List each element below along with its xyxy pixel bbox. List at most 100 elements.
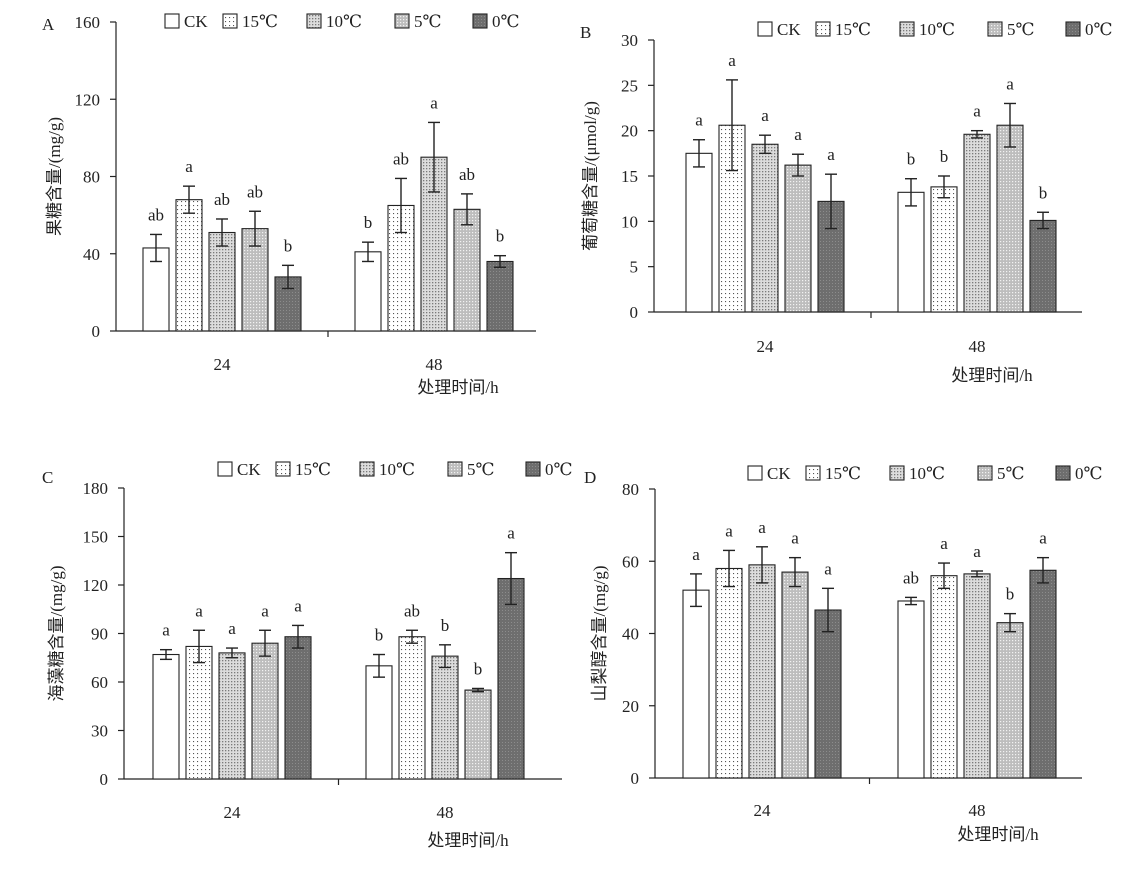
significance-letter: a: [758, 518, 766, 537]
y-tick-label: 20: [622, 697, 639, 716]
legend-swatch: [306, 13, 322, 29]
significance-letter: a: [294, 596, 302, 615]
legend-swatch: [394, 13, 410, 29]
bar-0℃: [1029, 219, 1057, 313]
bar-0℃: [1029, 569, 1057, 779]
significance-letter: ab: [247, 182, 263, 201]
significance-letter: a: [228, 619, 236, 638]
significance-letter: a: [761, 106, 769, 125]
legend-swatch: [1055, 465, 1071, 481]
significance-letter: a: [728, 51, 736, 70]
significance-letter: a: [430, 93, 438, 112]
legend-label: 5℃: [414, 12, 442, 31]
category-label: 24: [224, 803, 242, 822]
significance-letter: a: [827, 145, 835, 164]
legend-label: 0℃: [545, 460, 573, 479]
significance-letter: ab: [404, 601, 420, 620]
category-label: 24: [754, 801, 772, 820]
x-axis-label: 处理时间/h: [417, 378, 499, 397]
bar-CK: [354, 251, 382, 332]
y-axis-label: 山梨醇含量/(mg/g): [590, 566, 609, 702]
legend-label: CK: [777, 20, 801, 39]
significance-letter: b: [364, 213, 373, 232]
legend-swatch: [164, 13, 180, 29]
y-tick-label: 15: [621, 167, 638, 186]
legend-label: 0℃: [1075, 464, 1103, 483]
significance-letter: a: [725, 521, 733, 540]
y-axis-label: 果糖含量/(mg/g): [45, 117, 64, 236]
y-tick-label: 30: [621, 31, 638, 50]
legend-swatch: [222, 13, 238, 29]
bar-10℃: [208, 231, 236, 332]
legend-label: 10℃: [909, 464, 945, 483]
category-label: 24: [214, 355, 232, 374]
bar-10℃: [963, 133, 991, 313]
legend-swatch: [757, 21, 773, 37]
legend-swatch: [987, 21, 1003, 37]
legend-label: 5℃: [997, 464, 1025, 483]
legend-label: CK: [237, 460, 261, 479]
legend-label: 5℃: [467, 460, 495, 479]
y-tick-label: 180: [83, 479, 109, 498]
significance-letter: a: [507, 524, 515, 543]
chart-panel-C: 0 30 60 90 120 150 180 24 48 C 海藻糖含量/(mg/g) 处理时间/h a…: [42, 460, 573, 850]
legend-label: 10℃: [379, 460, 415, 479]
y-tick-label: 0: [630, 303, 639, 322]
legend-label: 15℃: [242, 12, 278, 31]
significance-letter: b: [496, 227, 505, 246]
legend-swatch: [899, 21, 915, 37]
significance-letter: a: [162, 621, 170, 640]
category-label: 48: [426, 355, 443, 374]
legend-label: CK: [767, 464, 791, 483]
legend-label: 10℃: [919, 20, 955, 39]
significance-letter: a: [791, 529, 799, 548]
legend-label: CK: [184, 12, 208, 31]
legend-label: 15℃: [295, 460, 331, 479]
bar-15℃: [930, 186, 958, 313]
x-axis-label: 处理时间/h: [957, 825, 1039, 844]
bar-CK: [897, 191, 925, 313]
bar-10℃: [751, 143, 779, 313]
significance-letter: b: [284, 236, 293, 255]
y-tick-label: 25: [621, 76, 638, 95]
significance-letter: a: [1006, 74, 1014, 93]
panel-label: A: [42, 15, 55, 34]
y-tick-label: 20: [621, 122, 638, 141]
legend-swatch: [1065, 21, 1081, 37]
y-tick-label: 40: [622, 625, 639, 644]
bar-15℃: [715, 567, 743, 779]
bar-15℃: [398, 636, 426, 780]
significance-letter: b: [907, 150, 916, 169]
legend-swatch: [447, 461, 463, 477]
y-tick-label: 0: [92, 322, 101, 341]
significance-letter: a: [692, 545, 700, 564]
significance-letter: ab: [903, 568, 919, 587]
significance-letter: b: [441, 616, 450, 635]
y-tick-label: 10: [621, 212, 638, 231]
legend-label: 0℃: [492, 12, 520, 31]
significance-letter: a: [973, 102, 981, 121]
significance-letter: ab: [459, 165, 475, 184]
y-tick-label: 0: [100, 770, 109, 789]
significance-letter: a: [1039, 529, 1047, 548]
legend-label: 0℃: [1085, 20, 1113, 39]
legend-label: 15℃: [825, 464, 861, 483]
y-tick-label: 160: [75, 13, 101, 32]
legend-swatch: [472, 13, 488, 29]
y-tick-label: 90: [91, 625, 108, 644]
bar-CK: [685, 152, 713, 313]
bar-CK: [152, 653, 180, 780]
bar-5℃: [996, 622, 1024, 779]
significance-letter: ab: [393, 149, 409, 168]
y-axis-label: 海藻糖含量/(mg/g): [47, 566, 66, 702]
y-tick-label: 80: [622, 480, 639, 499]
panel-label: B: [580, 23, 591, 42]
y-tick-label: 80: [83, 168, 100, 187]
significance-letter: a: [824, 559, 832, 578]
legend-swatch: [525, 461, 541, 477]
bar-15℃: [175, 199, 203, 332]
